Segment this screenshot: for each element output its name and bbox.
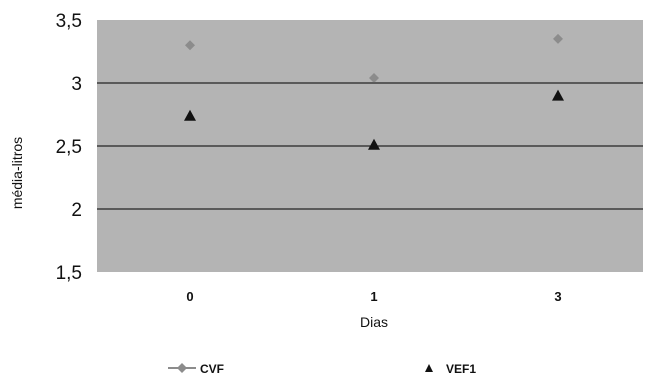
legend-item-cvf: CVF (168, 362, 224, 376)
cvf-point (369, 72, 379, 83)
legend-vef1-marker (425, 364, 433, 372)
vef1-point (184, 109, 196, 121)
cvf-point (185, 40, 195, 51)
x-tick-label: 3 (554, 289, 561, 304)
y-axis-title: média-litros (9, 137, 25, 209)
y-tick-label: 1,5 (56, 263, 82, 284)
x-tick-label: 1 (370, 289, 377, 304)
y-tick-label: 3 (71, 74, 82, 95)
legend-item-vef1: VEF1 (425, 362, 476, 376)
y-tick-label: 3,5 (56, 11, 82, 32)
legend-cvf-marker (177, 363, 187, 373)
x-axis-title: Dias (360, 314, 388, 330)
legend-vef1-label: VEF1 (446, 362, 476, 376)
y-tick-label: 2 (71, 200, 82, 221)
legend-cvf-label: CVF (200, 362, 224, 376)
x-tick-labels: 0 1 3 (186, 289, 561, 304)
gridlines (97, 82, 643, 210)
y-tick-label: 2,5 (56, 137, 82, 158)
x-tick-label: 0 (186, 289, 193, 304)
vef1-point (368, 138, 380, 150)
vef1-point (552, 89, 564, 101)
y-tick-labels: 3,5 3 2,5 2 1,5 (56, 11, 82, 284)
legend: CVF VEF1 (168, 362, 476, 376)
data-points (184, 33, 564, 150)
cvf-point (553, 33, 563, 44)
